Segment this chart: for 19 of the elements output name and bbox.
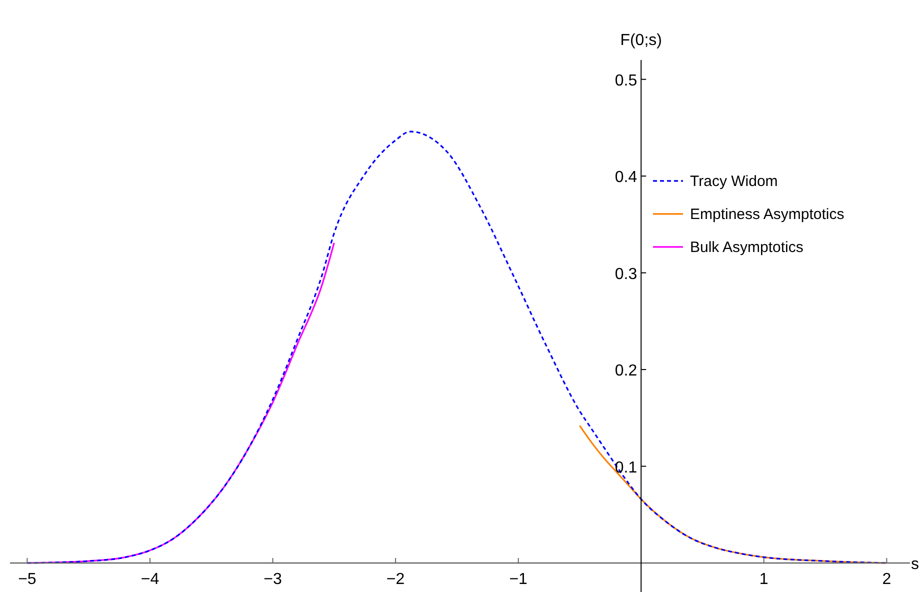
x-tick-label: −2 <box>386 571 405 588</box>
x-axis-title: s <box>911 556 919 573</box>
y-tick-label: 0.5 <box>614 72 638 90</box>
x-tick-label: −3 <box>264 571 282 588</box>
x-tick-label: 1 <box>759 571 768 588</box>
y-tick-label: 0.3 <box>614 266 638 283</box>
y-axis-title: F(0;s) <box>620 32 662 49</box>
x-tick-label: −1 <box>509 571 528 588</box>
line-series <box>578 424 888 564</box>
y-tick-label: 0.4 <box>614 169 638 186</box>
x-tick-label: −4 <box>140 571 160 588</box>
y-tick-label: 0.1 <box>614 459 638 476</box>
legend-label: Emptiness Asymptotics <box>690 206 844 223</box>
line-series <box>26 130 888 564</box>
x-tick-label: −5 <box>18 571 36 588</box>
y-tick-label: 0.2 <box>614 362 638 380</box>
x-tick-label: 2 <box>882 571 892 588</box>
legend-label: Bulk Asymptotics <box>690 238 804 256</box>
legend-label: Tracy Widom <box>690 172 778 190</box>
